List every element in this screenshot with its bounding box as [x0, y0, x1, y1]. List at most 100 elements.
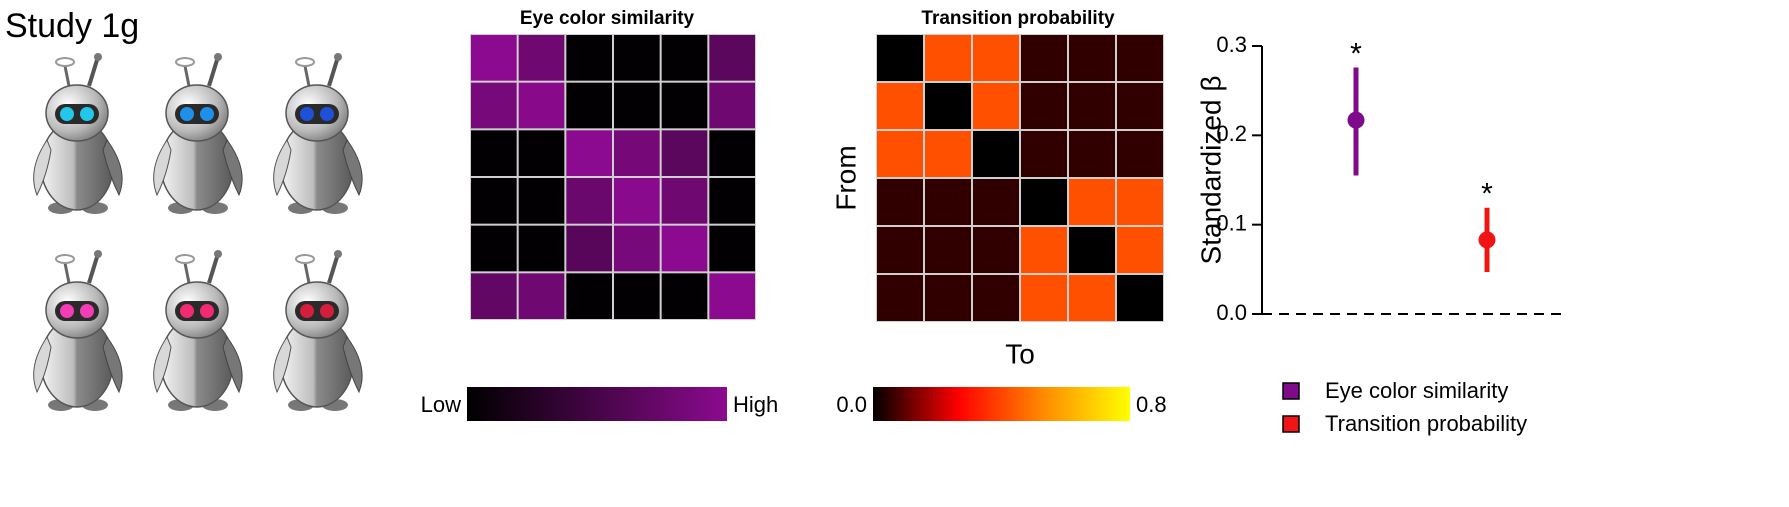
heatmap-cell [471, 178, 517, 224]
heatmap-cell [877, 227, 923, 273]
colorbar-tick-label: 0.0 [836, 392, 867, 417]
antenna-tip [334, 250, 342, 258]
figure-title: Study 1g [5, 7, 139, 45]
heatmap-cell [1021, 83, 1067, 129]
antenna-tip [94, 250, 102, 258]
heatmap-cell [877, 131, 923, 177]
heatmap-cell [709, 130, 755, 176]
antenna-coil [175, 57, 195, 67]
antenna [87, 59, 99, 87]
heatmap-cell [1021, 227, 1067, 273]
heatmap-cell [877, 179, 923, 225]
heatmap-cell [518, 178, 565, 224]
antenna-coil [295, 254, 315, 264]
heatmap-cell [925, 83, 971, 129]
heatmap-cell [614, 273, 660, 319]
arm [33, 138, 52, 197]
heatmap-cell [1069, 35, 1115, 81]
eye [200, 107, 214, 121]
heatmap-cell [1021, 35, 1067, 81]
heatmap-cell [877, 83, 923, 129]
heatmap-cell [566, 273, 612, 319]
colorbar-tick-label: High [733, 392, 778, 417]
heatmap-cell [973, 35, 1019, 81]
arm [342, 138, 363, 197]
y-tick-label: 0.3 [1216, 32, 1247, 57]
arm [342, 335, 363, 394]
heatmap-cell [1117, 179, 1163, 225]
heatmap-cell [471, 82, 517, 129]
heatmap-cell [661, 178, 708, 224]
heatmap-cell [925, 227, 971, 273]
heatmap-cell [973, 275, 1019, 321]
heatmap-cell [614, 82, 660, 129]
robot [33, 53, 123, 214]
heatmap-cell [1117, 131, 1163, 177]
antenna [183, 262, 191, 284]
eye [300, 304, 314, 318]
colorbar-tick-label: 0.8 [1136, 392, 1167, 417]
heatmap-cell [973, 227, 1019, 273]
heatmap-cell [1069, 83, 1115, 129]
colorbar-tick-label: Low [421, 392, 461, 417]
eye [200, 304, 214, 318]
arm [102, 138, 123, 197]
heatmap-cell [1117, 83, 1163, 129]
heatmap-cell [518, 225, 565, 272]
arm [33, 335, 52, 394]
antenna-coil [175, 254, 195, 264]
arm [153, 335, 172, 394]
heatmap-cell [518, 35, 565, 81]
robot [153, 250, 243, 411]
heatmap-cell [614, 225, 660, 272]
eye [320, 304, 334, 318]
eye [180, 304, 194, 318]
antenna-tip [334, 53, 342, 61]
arm [102, 335, 123, 394]
legend-label: Eye color similarity [1325, 378, 1508, 403]
eye [80, 107, 94, 121]
antenna-coil [295, 57, 315, 67]
significance-marker: * [1481, 178, 1493, 211]
heatmap-cell [925, 35, 971, 81]
heatmap-cell [877, 35, 923, 81]
heatmap-cell [518, 82, 565, 129]
arm [273, 138, 292, 197]
heatmap-cell [709, 273, 755, 319]
legend-swatch [1282, 382, 1300, 400]
heatmap-cell [925, 131, 971, 177]
heatmap-cell [1117, 227, 1163, 273]
heatmap-cell [1117, 35, 1163, 81]
heatmap-background [470, 34, 756, 320]
heatmap-cell [614, 130, 660, 176]
robot [273, 250, 363, 411]
heatmap-cell [566, 82, 612, 129]
y-tick-label: 0.1 [1216, 210, 1247, 235]
legend-label: Transition probability [1325, 411, 1527, 436]
arm [153, 138, 172, 197]
heatmap-background [876, 34, 1164, 322]
heatmap-cell [709, 82, 755, 129]
heatmap-cell [709, 178, 755, 224]
y-tick-label: 0.0 [1216, 300, 1247, 325]
heatmap-cell [471, 35, 517, 81]
heatmap-cell [1021, 131, 1067, 177]
y-axis-label: Standardized β [1195, 76, 1226, 265]
point [1478, 231, 1496, 249]
heatmap-cell [925, 179, 971, 225]
antenna [207, 256, 219, 284]
robot [33, 250, 123, 411]
heatmap-cell [709, 225, 755, 272]
heatmap-cell [661, 82, 708, 129]
heatmap-cell [973, 131, 1019, 177]
heatmap-cell [471, 225, 517, 272]
eye [60, 107, 74, 121]
legend-swatch [1282, 415, 1300, 433]
antenna-tip [94, 53, 102, 61]
heatmap-cell [566, 130, 612, 176]
antenna [327, 59, 339, 87]
antenna [183, 65, 191, 87]
heatmap-cell [1069, 179, 1115, 225]
